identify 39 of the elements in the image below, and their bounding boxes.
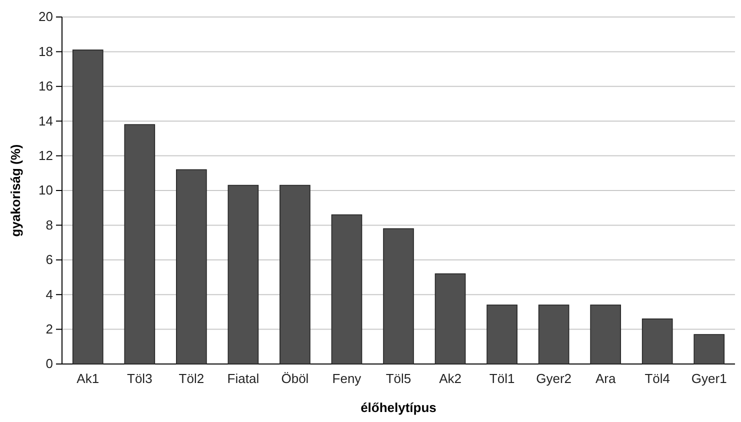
bar [72, 50, 104, 364]
x-tick-label: Töl2 [178, 371, 204, 386]
y-tick-label: 20 [38, 9, 53, 24]
y-tick-label: 6 [46, 252, 53, 268]
x-tick-label: Öböl [281, 371, 309, 386]
y-tick-label: 16 [38, 78, 53, 94]
x-tick-label: Gyer2 [536, 371, 572, 386]
bar [642, 318, 673, 364]
x-tick-label: Töl1 [489, 371, 515, 386]
y-tick-label: 0 [46, 356, 53, 372]
y-tick-label: 14 [38, 113, 53, 128]
x-tick-label: Ak1 [76, 371, 100, 386]
y-tick-label: 4 [46, 286, 53, 302]
bar [176, 169, 207, 364]
x-tick-label: Ara [595, 371, 616, 386]
bar [538, 304, 570, 364]
y-tick-label: 8 [46, 217, 53, 232]
bar [694, 334, 725, 364]
bar [228, 184, 259, 364]
x-axis-title: élőhelytípus [360, 400, 436, 415]
bar [280, 184, 310, 364]
y-tick-label: 2 [46, 321, 53, 336]
y-tick-label: 12 [38, 148, 53, 163]
x-tick-label: Töl5 [386, 371, 412, 386]
bar [124, 124, 156, 364]
y-tick-label: 10 [38, 182, 53, 198]
bar [590, 304, 621, 364]
bar [383, 228, 414, 364]
bar [331, 214, 362, 364]
x-tick-label: Gyer1 [691, 371, 727, 386]
y-axis-title: gyakoriság (%) [8, 144, 23, 237]
x-tick-label: Töl3 [127, 371, 152, 386]
x-tick-label: Fiatal [227, 371, 260, 386]
x-tick-label: Ak2 [439, 371, 462, 386]
x-tick-label: Feny [332, 371, 362, 386]
x-tick-label: Töl4 [644, 371, 670, 386]
y-tick-label: 18 [38, 44, 53, 59]
bar [434, 273, 466, 364]
bar [486, 304, 518, 364]
